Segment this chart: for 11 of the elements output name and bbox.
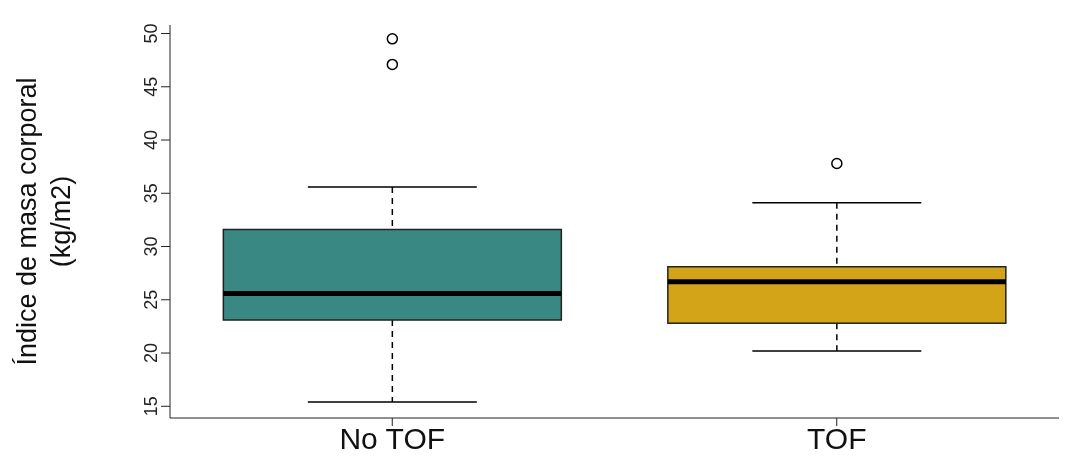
y-tick-label: 20 — [141, 343, 161, 364]
y-tick-label: 15 — [141, 396, 161, 417]
y-tick-label: 25 — [141, 289, 161, 310]
y-tick-label: 40 — [141, 130, 161, 151]
y-tick-label: 30 — [141, 236, 161, 257]
y-tick-label: 35 — [141, 183, 161, 204]
y-tick-label: 45 — [141, 76, 161, 97]
x-tick-label: No TOF — [339, 422, 446, 456]
y-axis-title: Índice de masa corporal (kg/m2) — [12, 77, 76, 366]
y-tick-label: 50 — [141, 23, 161, 44]
x-tick-label: TOF — [807, 422, 867, 456]
